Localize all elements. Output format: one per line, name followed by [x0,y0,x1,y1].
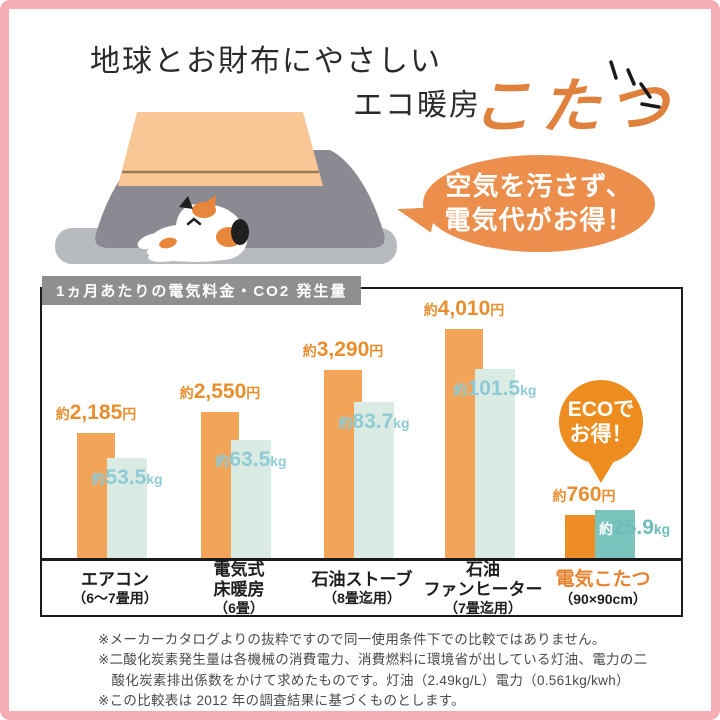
footnotes: ※メーカーカタログよりの抜粋ですので同一使用条件下での比較ではありません。 ※二酸… [98,630,656,711]
eco-badge-line2: お得！ [569,423,633,446]
category-label-line: （8畳迄用） [323,589,401,606]
category-label-line: （6畳） [214,599,264,616]
co2-value-label: 約101.5kg [453,377,537,400]
eco-badge-line1: ECOで [567,397,635,421]
category-label-line: 石油 [466,560,500,580]
bar-group: 約760円約25.9kg [543,289,670,558]
category-label: 電気こたつ （90×90cm） [543,561,663,615]
category-label: 石油 ファンヒーター （7畳迄用） [423,560,543,616]
page-title: 地球とお財布にやさしい [90,45,442,78]
yen-value-label: 約4,010円 [423,297,505,320]
co2-value-label: 約53.5kg [91,466,163,489]
chart-baseline [42,558,681,561]
category-label-line: ファンヒーター [423,579,543,599]
co2-value-label: 約83.7kg [338,410,410,433]
category-label: 石油ストーブ （8畳迄用） [302,561,422,615]
yen-value-label: 約760円 [552,483,616,506]
category-label-line: 電気式 [213,560,265,580]
footnote: ※二酸化炭素発生量は各機械の消費電力、消費燃料に環境省が出している灯油、電力の二… [98,652,648,688]
category-label-line: 石油ストーブ [311,570,413,590]
co2-bar [107,458,147,558]
category-label-line: エアコン [81,570,149,590]
bar-groups: 約2,185円 約53.5kg 約2,550円 約63.5kg 約3,290円 約83.7… [42,289,681,558]
footnote: ※この比較表は 2012 年の調査結果に基づくものとします。 [98,692,465,708]
bar-group: 約3,290円約83.7kg [302,289,422,558]
eco-badge: ECOで お得！ [559,380,643,464]
speech-bubble-line2: 電気代がお得！ [444,205,634,235]
bar-group: 約4,010円約101.5kg [423,289,543,558]
bar-group: 約2,550円約63.5kg [179,289,299,558]
co2-bar [595,510,635,558]
speech-bubble-line1: 空気を汚さず、 [445,171,633,201]
category-label-line: （6～7畳用） [72,589,158,606]
co2-bar [354,402,394,558]
co2-bar [475,369,515,558]
category-label: 電気式 床暖房 （6畳） [179,560,299,616]
category-label-line: （90×90cm） [559,590,647,607]
yen-value-label: 約2,550円 [179,380,261,403]
yen-value-label: 約3,290円 [302,338,384,361]
kotatsu-cat-illustration [55,112,397,264]
subtitle-prefix: エコ暖房 [353,89,481,122]
sparkle-icon [609,60,661,109]
co2-value-label: 約63.5kg [215,448,287,471]
category-label-line: （7畳迄用） [444,599,522,616]
co2-bar [231,440,271,558]
category-label: エアコン （6～7畳用） [55,561,175,615]
eco-badge-tail [588,461,614,483]
yen-value-label: 約2,185円 [55,401,137,424]
chart-title: 1ヵ月あたりの電気料金・CO2 発生量 [42,276,362,305]
bar-group: 約2,185円約53.5kg [55,289,175,558]
speech-bubble: 空気を汚さず、 電気代がお得！ [423,155,655,252]
category-label-line: 床暖房 [213,579,265,599]
co2-value-label: 約25.9kg [599,516,671,539]
comparison-chart: 約2,185円 約53.5kg 約2,550円 約63.5kg 約3,290円 約83.7… [40,287,683,617]
category-label-row: エアコン （6～7畳用） 電気式 床暖房 （6畳） 石油ストーブ （8畳迄用） 石油 ファンヒー… [42,560,681,616]
footnote: ※メーカーカタログよりの抜粋ですので同一使用条件下での比較ではありません。 [98,632,606,647]
category-label-line: 電気こたつ [555,569,651,591]
